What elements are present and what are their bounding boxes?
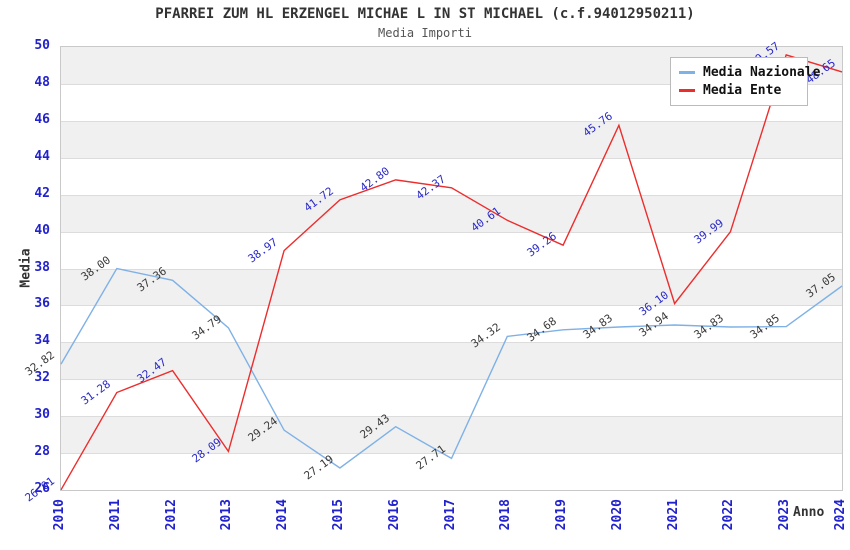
series-line xyxy=(60,267,843,469)
y-tick-label: 42 xyxy=(34,185,50,201)
chart-title: PFARREI ZUM HL ERZENGEL MICHAE L IN ST M… xyxy=(155,6,695,22)
legend-line-swatch-icon xyxy=(679,70,695,74)
gridline xyxy=(61,379,842,381)
legend-label: Media Nazionale xyxy=(703,64,821,80)
y-tick-label: 40 xyxy=(34,222,50,238)
x-tick-label: 2023 xyxy=(777,499,793,531)
x-tick-label: 2015 xyxy=(330,499,346,531)
background-band xyxy=(61,268,842,306)
gridline xyxy=(61,453,842,455)
background-band xyxy=(61,194,842,232)
gridline xyxy=(61,416,842,418)
x-tick-label: 2011 xyxy=(107,499,123,531)
y-tick-label: 50 xyxy=(34,38,50,53)
x-tick-label: 2012 xyxy=(163,499,179,531)
legend: Media Nazionale Media Ente xyxy=(670,57,820,106)
y-tick-label: 28 xyxy=(34,444,50,460)
y-tick-label: 26 xyxy=(34,481,50,496)
y-tick-label: 48 xyxy=(34,74,50,90)
x-tick-label: 2018 xyxy=(498,499,514,531)
series-lines xyxy=(60,54,843,491)
y-tick-label: 34 xyxy=(34,333,50,349)
legend-item: Media Ente xyxy=(679,81,799,99)
y-tick-label: 36 xyxy=(34,296,50,312)
x-tick-label: 2022 xyxy=(721,499,737,531)
y-tick-label: 44 xyxy=(34,148,50,164)
gridline xyxy=(61,305,842,307)
y-tick-label: 38 xyxy=(34,259,50,275)
x-tick-label: 2024 xyxy=(833,499,848,531)
gridline xyxy=(61,157,842,159)
y-tick-label: 30 xyxy=(34,407,50,423)
legend-label: Media Ente xyxy=(703,82,782,98)
background-band xyxy=(61,416,842,454)
gridline xyxy=(61,342,842,344)
plot-area: 32.82 38.00 37.36 34.79 29.24 27.19 29.43 27.71… xyxy=(23,39,843,504)
gridline xyxy=(61,194,842,196)
legend-item: Media Nazionale xyxy=(679,63,820,81)
legend-line-swatch-icon xyxy=(679,88,695,92)
gridline xyxy=(61,120,842,122)
y-tick-label: 32 xyxy=(34,370,50,386)
x-tick-label: 2017 xyxy=(442,499,458,531)
x-tick-label: 2019 xyxy=(554,499,570,531)
gridline xyxy=(61,231,842,233)
x-tick-label: 2016 xyxy=(386,499,402,531)
y-tick-label: 46 xyxy=(34,111,50,127)
x-tick-label: 2010 xyxy=(52,499,67,531)
x-tick-label: 2021 xyxy=(665,499,681,531)
series-line xyxy=(60,54,843,491)
background-band xyxy=(61,342,842,380)
x-tick-label: 2014 xyxy=(275,499,291,531)
gridline xyxy=(61,83,842,85)
x-axis-title: Anno xyxy=(793,505,825,520)
background-band xyxy=(61,120,842,158)
chart-subtitle: Media Importi xyxy=(378,26,472,40)
gridline xyxy=(61,268,842,270)
x-tick-label: 2020 xyxy=(609,499,625,531)
x-tick-label: 2013 xyxy=(219,499,235,531)
